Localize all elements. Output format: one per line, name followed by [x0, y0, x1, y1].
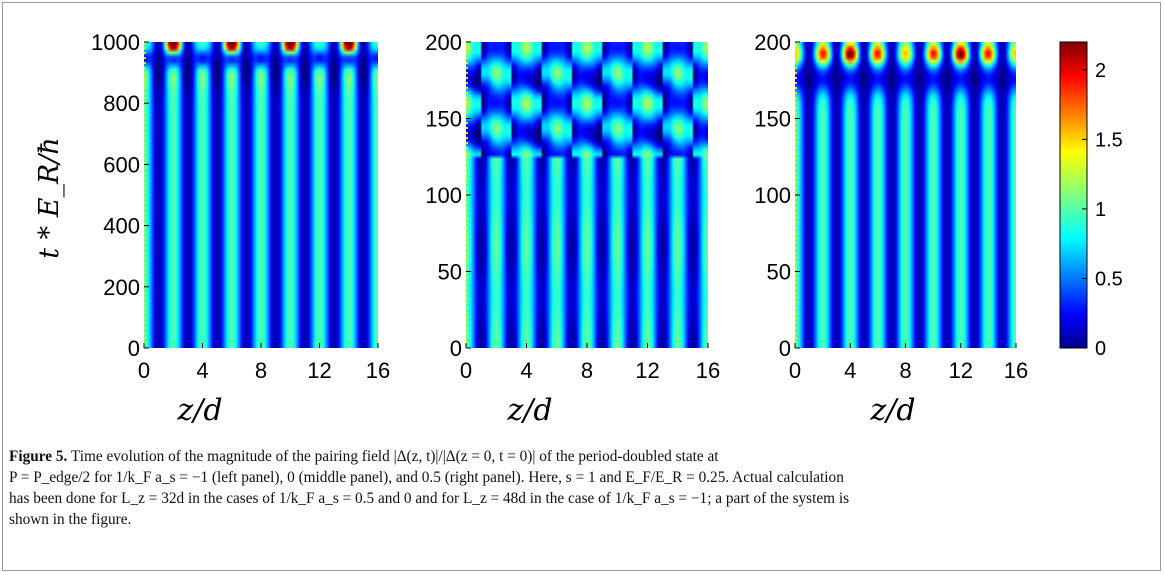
x-tick-label: 4 [844, 358, 856, 383]
y-tick-label: 200 [754, 30, 791, 55]
panel-right-heatmap [795, 42, 1016, 348]
colorbar-tick-label: 0.5 [1095, 268, 1123, 290]
y-tick-label: 200 [425, 30, 462, 55]
colorbar-tick-label: 2 [1095, 60, 1106, 82]
colorbar [1059, 41, 1088, 349]
x-tick-label: 16 [366, 358, 390, 383]
colorbar-tick-label: 0 [1095, 338, 1106, 360]
caption-line-3: has been done for L_z = 32d in the cases… [9, 490, 850, 507]
left-xlabel: z/d [176, 393, 222, 428]
colorbar-tick-label: 1.5 [1095, 129, 1123, 151]
x-tick-label: 4 [196, 358, 208, 383]
figure-caption: Figure 5. Time evolution of the magnitud… [9, 446, 1154, 530]
heatmap-image [795, 42, 1016, 348]
colorbar-tick-label: 1 [1095, 199, 1106, 221]
y-tick-label: 100 [754, 183, 791, 208]
y-tick-label: 0 [128, 336, 140, 361]
caption-line-1: Time evolution of the magnitude of the p… [70, 448, 719, 465]
y-tick-label: 100 [425, 183, 462, 208]
y-tick-label: 50 [438, 260, 462, 285]
y-tick-label: 0 [779, 336, 791, 361]
left-ylabel: t * E_R/ħ [34, 137, 65, 259]
colorbar-ticks: 0 0.5 1 1.5 2 [1082, 60, 1123, 360]
y-tick-label: 200 [103, 275, 140, 300]
middle-xlabel: z/d [506, 393, 552, 428]
y-tick-label: 600 [103, 152, 140, 177]
y-tick-label: 0 [450, 336, 462, 361]
x-tick-label: 0 [789, 358, 801, 383]
x-tick-label: 8 [581, 358, 593, 383]
y-tick-label: 150 [425, 107, 462, 132]
caption-line-2: P = P_edge/2 for 1/k_F a_s = −1 (left pa… [9, 469, 844, 486]
x-tick-label: 4 [520, 358, 532, 383]
heatmap-image [144, 42, 378, 348]
x-tick-label: 0 [138, 358, 150, 383]
x-tick-label: 16 [1004, 358, 1028, 383]
panel-middle-heatmap [466, 42, 708, 348]
y-tick-label: 400 [103, 214, 140, 239]
x-tick-label: 12 [635, 358, 659, 383]
x-tick-label: 16 [696, 358, 720, 383]
x-tick-label: 8 [899, 358, 911, 383]
x-tick-label: 12 [949, 358, 973, 383]
x-tick-label: 0 [460, 358, 472, 383]
x-tick-label: 12 [307, 358, 331, 383]
caption-label: Figure 5. [9, 448, 68, 465]
y-tick-label: 1000 [91, 30, 140, 55]
caption-line-4: shown in the figure. [9, 511, 132, 528]
y-tick-label: 800 [103, 91, 140, 116]
right-xlabel: z/d [869, 393, 915, 428]
y-tick-label: 150 [754, 107, 791, 132]
panel-left-heatmap [144, 42, 378, 348]
x-tick-label: 8 [255, 358, 267, 383]
y-tick-label: 50 [767, 260, 791, 285]
heatmap-image [466, 42, 708, 348]
